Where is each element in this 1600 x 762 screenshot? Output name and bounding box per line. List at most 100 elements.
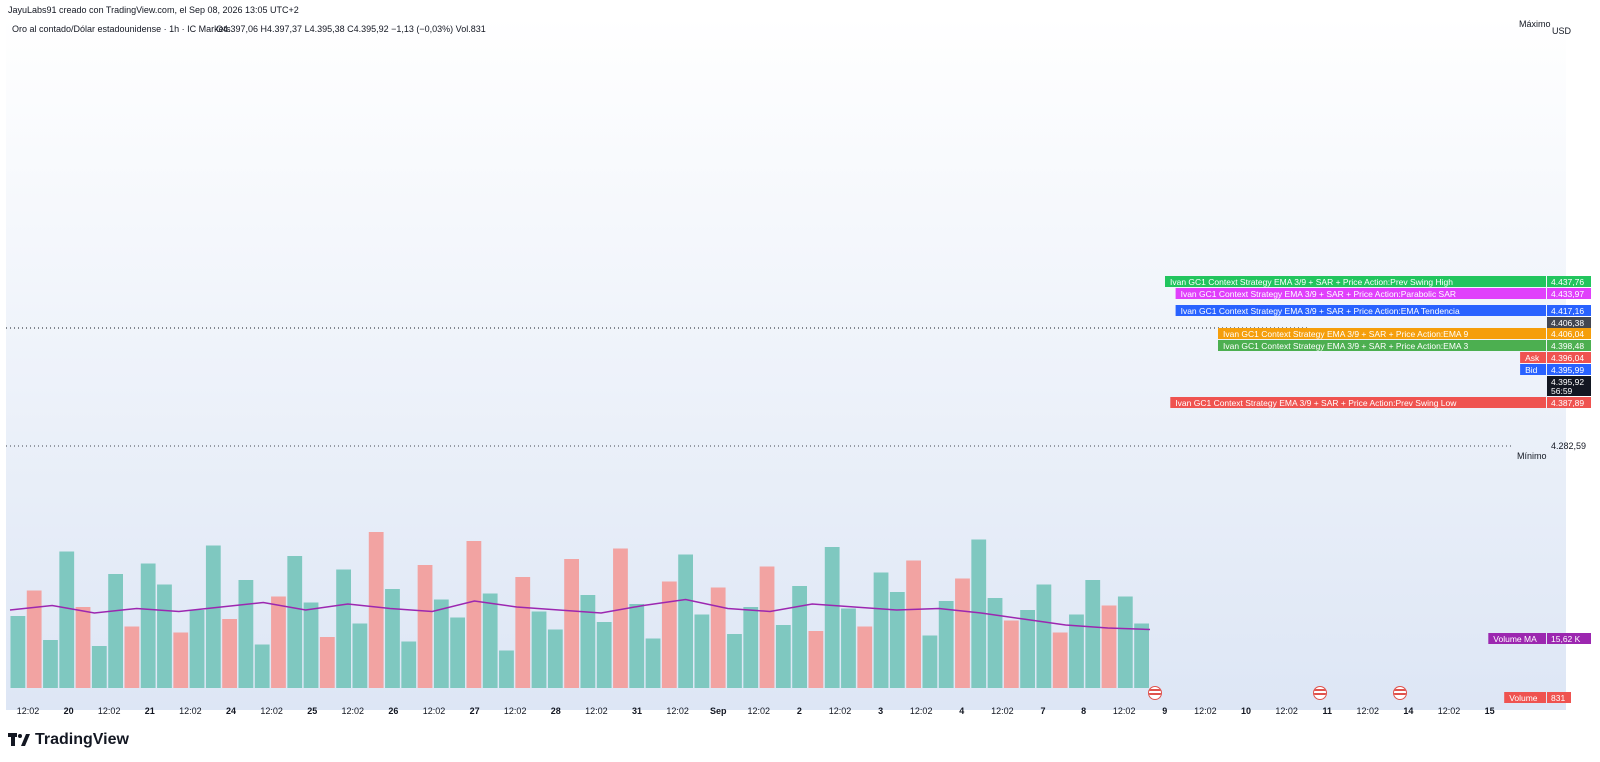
x-tick-label-6: 12:02 <box>260 706 283 716</box>
x-tick-label-0: 12:02 <box>17 706 40 716</box>
volume-bar <box>140 563 156 688</box>
volume-bar <box>59 551 75 688</box>
price-label-value-bg <box>1547 376 1591 396</box>
volume-bar <box>775 625 791 688</box>
price-label-value: 4.396,04 <box>1551 353 1584 363</box>
x-tick-label-15: 31 <box>632 706 642 716</box>
volume-ma-value: 15,62 K <box>1551 634 1581 644</box>
price-label-value-bg <box>1547 397 1591 408</box>
volume-bar <box>319 637 335 688</box>
x-tick-label-23: 4 <box>959 706 964 716</box>
us-flag-icon[interactable] <box>1313 686 1327 700</box>
volume-bar <box>1134 623 1149 688</box>
x-tick-label-21: 3 <box>878 706 883 716</box>
price-label-value: 4.406,04 <box>1551 329 1584 339</box>
tradingview-logo[interactable]: TradingView <box>8 731 129 749</box>
volume-bar <box>26 590 42 688</box>
x-tick-label-30: 10 <box>1241 706 1251 716</box>
x-tick-label-2: 12:02 <box>98 706 121 716</box>
x-tick-label-20: 12:02 <box>829 706 852 716</box>
price-label-name-bg <box>1520 352 1546 363</box>
price-label-row-6[interactable]: Ask 4.396,04 <box>1520 352 1591 363</box>
volume-bar <box>222 619 237 688</box>
currency-label[interactable]: USD <box>1552 26 1572 36</box>
price-label-name-bg <box>1170 397 1546 408</box>
price-label-name-bg <box>1175 288 1546 299</box>
volume-bar <box>613 548 628 688</box>
price-label-name: Ivan GC1 Context Strategy EMA 3/9 + SAR … <box>1181 306 1460 316</box>
volume-ma-value-bg <box>1547 633 1591 644</box>
price-label-value-bg <box>1547 340 1591 351</box>
volume-bar <box>564 559 579 688</box>
price-label-name: Ivan GC1 Context Strategy EMA 3/9 + SAR … <box>1175 398 1457 408</box>
price-label-name: Ivan GC1 Context Strategy EMA 3/9 + SAR … <box>1223 341 1468 351</box>
volume-bar <box>238 580 254 688</box>
price-label-value: 4.395,99 <box>1551 365 1584 375</box>
volume-bar <box>157 584 172 688</box>
volume-name: Volume <box>1509 693 1538 703</box>
volume-bar <box>531 611 547 688</box>
volume-bar <box>727 634 742 688</box>
volume-bar <box>1020 610 1035 688</box>
volume-bar <box>124 626 140 688</box>
x-tick-label-24: 12:02 <box>991 706 1014 716</box>
creator-line: JayuLabs91 creado con TradingView.com, e… <box>8 5 299 15</box>
volume-bar <box>43 640 58 688</box>
volume-bars <box>9 532 1151 688</box>
us-flag-icon[interactable] <box>1393 686 1407 700</box>
price-label-row-2[interactable]: Ivan GC1 Context Strategy EMA 3/9 + SAR … <box>1175 305 1591 316</box>
x-tick-label-34: 14 <box>1403 706 1413 716</box>
price-label-value-bg <box>1547 305 1591 316</box>
volume-bar <box>450 617 465 688</box>
event-icon[interactable] <box>1148 686 1162 700</box>
x-tick-label-19: 2 <box>797 706 802 716</box>
time-axis: 12:02 20 12:02 21 12:02 24 12:02 25 12:02 26 12:02… <box>17 706 1495 716</box>
price-label-name: Ivan GC1 Context Strategy EMA 3/9 + SAR … <box>1223 329 1468 339</box>
volume-ma-line <box>9 598 1151 631</box>
volume-bar <box>629 604 645 688</box>
volume-bar <box>938 601 954 688</box>
price-label-row-7[interactable]: Bid 4.395,99 <box>1520 364 1591 375</box>
x-tick-label-10: 12:02 <box>423 706 446 716</box>
symbol-line[interactable]: Oro al contado/Dólar estadounidense · 1h… <box>12 24 231 34</box>
price-label-value-bg <box>1547 276 1591 287</box>
brand-name: TradingView <box>35 731 129 748</box>
volume-ma-name: Volume MA <box>1493 634 1537 644</box>
volume-bar <box>955 578 970 688</box>
volume-bar <box>759 566 775 688</box>
volume-bar <box>710 587 726 688</box>
price-label-row-3[interactable]: 4.406,38 <box>1547 317 1591 328</box>
volume-bar <box>1069 614 1084 688</box>
price-label-row-4[interactable]: Ivan GC1 Context Strategy EMA 3/9 + SAR … <box>1218 328 1591 339</box>
x-tick-label-1: 20 <box>64 706 74 716</box>
volume-bar <box>287 556 303 688</box>
price-label-value: 4.398,48 <box>1551 341 1584 351</box>
volume-bar <box>873 572 889 688</box>
price-label-value: 4.417,16 <box>1551 306 1584 316</box>
price-label-value: 4.387,89 <box>1551 398 1584 408</box>
volume-bar <box>857 626 873 688</box>
volume-bar <box>694 614 710 688</box>
volume-bar <box>889 592 905 688</box>
x-tick-label-8: 12:02 <box>342 706 365 716</box>
x-tick-label-29: 12:02 <box>1194 706 1217 716</box>
x-tick-label-35: 12:02 <box>1438 706 1461 716</box>
volume-bar <box>580 595 596 688</box>
price-label-row-0[interactable]: Ivan GC1 Context Strategy EMA 3/9 + SAR … <box>1165 276 1591 287</box>
price-label-value: 4.433,97 <box>1551 289 1584 299</box>
x-tick-label-36: 15 <box>1485 706 1495 716</box>
price-label-row-1[interactable]: Ivan GC1 Context Strategy EMA 3/9 + SAR … <box>1175 288 1591 299</box>
volume-bar <box>303 602 319 688</box>
x-tick-label-13: 28 <box>551 706 561 716</box>
price-label-row-9[interactable]: Ivan GC1 Context Strategy EMA 3/9 + SAR … <box>1170 397 1591 408</box>
volume-bar <box>352 623 368 688</box>
price-labels: Ivan GC1 Context Strategy EMA 3/9 + SAR … <box>1165 276 1591 703</box>
x-tick-label-18: 12:02 <box>748 706 771 716</box>
x-tick-label-12: 12:02 <box>504 706 527 716</box>
x-tick-label-16: 12:02 <box>666 706 689 716</box>
price-label-row-5[interactable]: Ivan GC1 Context Strategy EMA 3/9 + SAR … <box>1218 340 1591 351</box>
volume-bar <box>906 560 921 688</box>
